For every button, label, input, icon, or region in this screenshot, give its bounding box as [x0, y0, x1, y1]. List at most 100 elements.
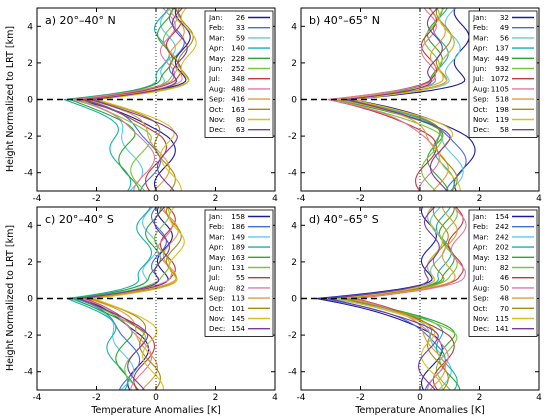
legend-label-jan: Jan:	[208, 212, 223, 221]
legend-count-apr: 189	[231, 243, 245, 252]
legend-label-jul: Jul:	[472, 74, 484, 83]
legend-label-jul: Jul:	[208, 273, 220, 282]
legend: Jan: 158 Feb: 186 Mar: 149 Apr: 189 May: 163 Jun: 1…	[204, 209, 274, 337]
legend-count-oct: 70	[500, 304, 510, 313]
legend-count-sep: 416	[231, 95, 245, 104]
legend-count-feb: 33	[236, 23, 245, 32]
x-tick-label: 0	[417, 194, 423, 204]
legend-label-jul: Jul:	[472, 273, 484, 282]
legend-label-aug: Aug:	[209, 84, 225, 93]
series-line-dec	[327, 207, 440, 390]
legend-count-mar: 149	[231, 232, 245, 241]
legend-count-may: 449	[495, 54, 509, 63]
legend-label-sep: Sep:	[209, 95, 225, 104]
y-tick-label: -4	[288, 169, 297, 179]
x-tick-label: 0	[153, 194, 159, 204]
legend-count-sep: 518	[495, 95, 509, 104]
legend: Jan: 26 Feb: 33 Mar: 59 Apr: 140 May: 228 Jun: 252 J…	[204, 10, 274, 138]
legend-count-aug: 488	[231, 84, 245, 93]
legend-label-jun: Jun:	[472, 263, 487, 272]
legend-label-feb: Feb:	[473, 23, 488, 32]
y-tick-label: 4	[291, 22, 297, 32]
legend-count-apr: 140	[231, 44, 245, 53]
legend-label-mar: Mar:	[473, 33, 489, 42]
legend-label-oct: Oct:	[473, 105, 488, 114]
legend-count-jun: 82	[500, 263, 509, 272]
legend-count-oct: 198	[495, 105, 509, 114]
series-group	[66, 207, 185, 390]
series-line-nov	[96, 8, 197, 191]
panel-1: -4 -2 0 2 4 -4 -2 0 2 4 a) 20°–40° N Jan: 26 Feb: 33 Ma…	[24, 7, 278, 204]
legend-count-apr: 137	[495, 44, 509, 53]
legend-count-jan: 32	[500, 13, 509, 22]
legend-label-feb: Feb:	[209, 222, 224, 231]
legend-label-jan: Jan:	[472, 212, 487, 221]
legend-label-sep: Sep:	[473, 95, 489, 104]
y-tick-label: 4	[27, 221, 33, 231]
y-tick-label: -2	[288, 132, 297, 142]
legend-label-aug: Aug:	[209, 283, 225, 292]
x-tick-label: -4	[33, 194, 42, 204]
legend-count-jul: 55	[236, 273, 245, 282]
legend-count-jan: 26	[236, 13, 246, 22]
legend-count-may: 228	[231, 54, 245, 63]
legend-count-mar: 242	[495, 232, 509, 241]
legend-label-may: May:	[473, 54, 490, 63]
legend-count-feb: 242	[495, 222, 509, 231]
legend-count-dec: 63	[236, 125, 245, 134]
legend-label-feb: Feb:	[473, 222, 488, 231]
legend-count-jul: 348	[231, 74, 245, 83]
y-tick-label: 2	[291, 258, 297, 268]
legend-count-aug: 82	[236, 283, 245, 292]
legend-count-dec: 141	[495, 324, 509, 333]
legend: Jan: 154 Feb: 242 Mar: 242 Apr: 202 May: 132 Jun: 8…	[468, 209, 538, 337]
legend-label-jun: Jun:	[208, 64, 223, 73]
series-line-nov	[93, 207, 185, 390]
legend-label-nov: Nov:	[473, 115, 489, 124]
legend-label-sep: Sep:	[473, 294, 489, 303]
legend-count-apr: 202	[495, 243, 509, 252]
legend-label-jul: Jul:	[208, 74, 220, 83]
x-tick-label: -4	[297, 194, 306, 204]
legend-count-dec: 58	[500, 125, 510, 134]
x-tick-label: -4	[297, 393, 306, 403]
x-tick-label: -2	[92, 194, 101, 204]
panel-title: b) 40°–65° N	[309, 14, 380, 27]
y-tick-label: -2	[24, 331, 33, 341]
legend-label-jan: Jan:	[472, 13, 487, 22]
panel-title: c) 20°–40° S	[45, 213, 114, 226]
panel-2: -4 -2 0 2 4 -4 -2 0 2 4 b) 40°–65° N Jan: 32 Feb: 49 Ma…	[288, 7, 542, 204]
x-tick-label: 4	[536, 194, 542, 204]
x-tick-label: 2	[213, 393, 219, 403]
series-line-apr	[66, 207, 153, 390]
x-tick-label: 2	[477, 393, 483, 403]
legend-count-jul: 46	[500, 273, 510, 282]
x-tick-label: -4	[33, 393, 42, 403]
legend-count-may: 132	[495, 253, 509, 262]
y-tick-label: 4	[291, 221, 297, 231]
legend-count-may: 163	[231, 253, 245, 262]
legend-count-nov: 80	[236, 115, 246, 124]
legend-label-mar: Mar:	[473, 232, 489, 241]
legend-label-oct: Oct:	[209, 304, 224, 313]
y-tick-label: 2	[27, 258, 33, 268]
legend-label-jun: Jun:	[472, 64, 487, 73]
legend-count-jun: 932	[495, 64, 509, 73]
legend-label-aug: Aug:	[473, 283, 489, 292]
y-tick-label: -4	[24, 368, 33, 378]
legend-label-dec: Dec:	[209, 125, 225, 134]
legend-label-nov: Nov:	[473, 314, 489, 323]
legend-count-oct: 101	[231, 304, 245, 313]
series-line-aug	[327, 8, 440, 191]
legend-label-jan: Jan:	[208, 13, 223, 22]
y-tick-label: -2	[24, 132, 33, 142]
legend-box	[204, 209, 274, 337]
x-tick-label: 0	[153, 393, 159, 403]
legend-count-feb: 49	[500, 23, 510, 32]
legend-label-nov: Nov:	[209, 115, 225, 124]
legend-count-jun: 131	[231, 263, 245, 272]
y-tick-label: 0	[291, 295, 297, 305]
x-tick-label: 2	[213, 194, 219, 204]
panel-title: a) 20°–40° N	[45, 14, 116, 27]
y-tick-label: 2	[27, 59, 33, 69]
